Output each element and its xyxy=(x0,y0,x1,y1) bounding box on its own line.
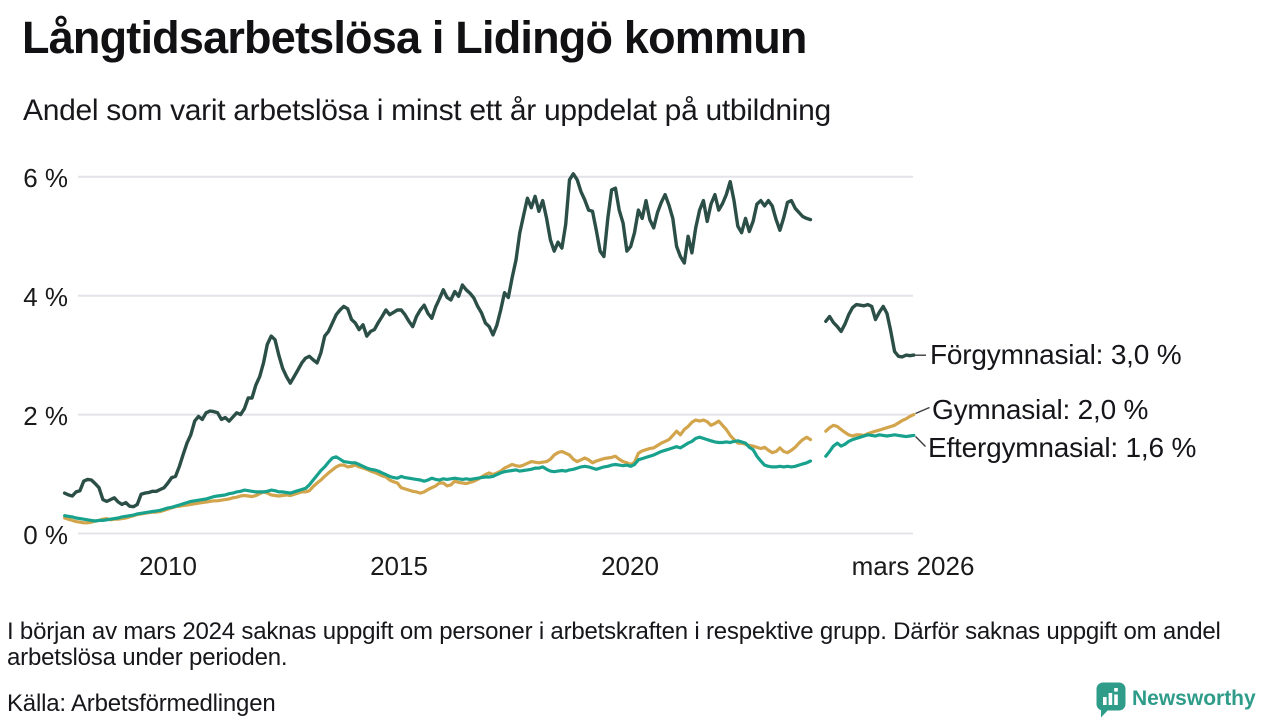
series-line-eftergymnasial xyxy=(824,433,916,458)
page-title: Långtidsarbetslösa i Lidingö kommun xyxy=(22,12,807,63)
series-label-eftergymnasial: Eftergymnasial: 1,6 % xyxy=(928,432,1197,463)
series-line-eftergymnasial xyxy=(62,435,813,523)
series-line-gymnasial xyxy=(824,413,916,438)
series-line-förgymnasial xyxy=(62,172,813,509)
label-connector xyxy=(915,436,926,447)
series-line-gymnasial xyxy=(62,418,813,525)
newsworthy-logo-icon xyxy=(1096,682,1126,718)
x-axis-tick-2010: 2010 xyxy=(139,551,197,581)
x-axis-tick-mars-2026: mars 2026 xyxy=(851,551,975,581)
series-label-gymnasial: Gymnasial: 2,0 % xyxy=(932,394,1149,425)
y-axis-tick-2: 2 % xyxy=(23,401,68,431)
x-axis-tick-2015: 2015 xyxy=(370,551,428,581)
label-connector xyxy=(915,406,930,415)
newsworthy-brand-text: Newsworthy xyxy=(1132,687,1256,710)
series-label-forgymnasial: Förgymnasial: 3,0 % xyxy=(930,339,1182,370)
y-axis-tick-4: 4 % xyxy=(23,282,68,312)
x-axis-tick-2020: 2020 xyxy=(601,551,659,581)
footnote: I början av mars 2024 saknas uppgift om … xyxy=(7,618,1221,671)
source-attribution: Källa: Arbetsförmedlingen xyxy=(7,690,276,717)
y-axis-tick-0: 0 % xyxy=(23,520,68,550)
chart-subtitle: Andel som varit arbetslösa i minst ett å… xyxy=(23,94,831,127)
y-axis-tick-6: 6 % xyxy=(23,163,68,193)
series-line-förgymnasial xyxy=(824,302,916,359)
